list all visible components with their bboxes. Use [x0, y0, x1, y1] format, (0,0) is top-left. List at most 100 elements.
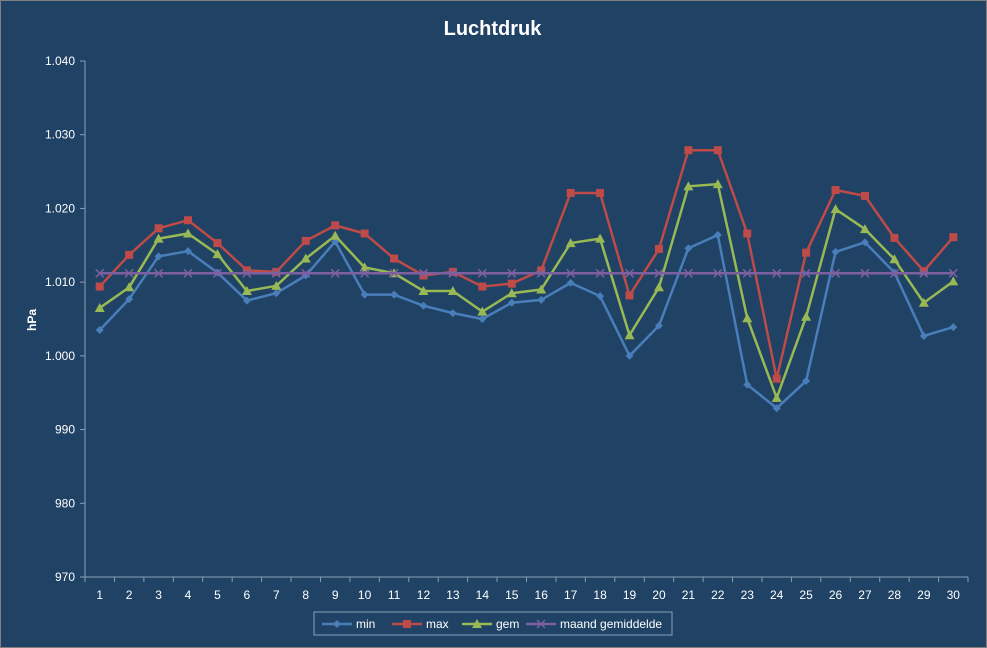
- data-point-gem: [859, 224, 870, 234]
- data-point-gem: [153, 233, 164, 243]
- data-point-gem: [241, 285, 252, 295]
- x-tick-label: 7: [273, 588, 280, 602]
- series-line-max: [98, 148, 955, 380]
- data-point-max: [713, 146, 722, 155]
- series-line-gem: [98, 182, 955, 400]
- data-point-min: [831, 247, 840, 256]
- x-tick-label: 20: [652, 588, 666, 602]
- x-marker-stroke: [536, 268, 546, 278]
- x-tick-label: 22: [711, 588, 725, 602]
- x-tick-label: 30: [947, 588, 961, 602]
- x-marker-stroke: [330, 268, 340, 278]
- data-point-max: [360, 229, 369, 238]
- x-marker-stroke: [948, 268, 958, 278]
- data-point-max: [331, 221, 340, 230]
- data-point-gem: [271, 280, 282, 290]
- x-tick-label: 2: [126, 588, 133, 602]
- data-point-gem: [624, 330, 635, 340]
- x-tick-label: 21: [682, 588, 696, 602]
- x-marker-stroke: [831, 268, 841, 278]
- data-point-maand-gemiddelde: [889, 268, 899, 278]
- x-marker-stroke: [566, 268, 576, 278]
- x-tick-label: 25: [799, 588, 813, 602]
- series-maand-gemiddelde: [95, 268, 958, 278]
- data-point-gem: [359, 262, 370, 272]
- legend-label: maand gemiddelde: [560, 617, 662, 631]
- data-point-min: [772, 404, 781, 413]
- data-point-maand-gemiddelde: [448, 268, 458, 278]
- x-tick-label: 13: [446, 588, 460, 602]
- data-point-gem: [918, 297, 929, 307]
- series-max: [95, 146, 958, 383]
- axes: [84, 61, 968, 578]
- x-marker-stroke: [713, 268, 723, 278]
- data-point-max: [684, 146, 693, 155]
- x-marker-stroke: [507, 268, 517, 278]
- data-point-maand-gemiddelde: [154, 268, 164, 278]
- data-point-gem: [565, 238, 576, 248]
- x-marker-stroke: [683, 268, 693, 278]
- data-point-maand-gemiddelde: [212, 268, 222, 278]
- data-point-max: [890, 233, 899, 242]
- data-point-min: [272, 289, 281, 298]
- legend: min max gem maand gemiddelde: [313, 611, 673, 636]
- data-point-maand-gemiddelde: [95, 268, 105, 278]
- x-tick-label: 6: [244, 588, 251, 602]
- legend-marker: [333, 620, 341, 628]
- data-point-min: [242, 296, 251, 305]
- data-point-min: [478, 315, 487, 323]
- x-marker-stroke: [889, 268, 899, 278]
- x-tick-label: 16: [535, 588, 549, 602]
- data-point-min: [154, 252, 163, 261]
- data-point-min: [684, 244, 693, 253]
- data-point-min: [802, 376, 811, 385]
- x-marker-stroke: [772, 268, 782, 278]
- data-point-min: [448, 309, 457, 318]
- x-marker-stroke: [242, 268, 252, 278]
- data-point-maand-gemiddelde: [742, 268, 752, 278]
- x-tick-label: 28: [888, 588, 902, 602]
- data-point-max: [743, 229, 752, 238]
- x-tick-label: 1: [96, 588, 103, 602]
- x-marker-stroke: [801, 268, 811, 278]
- data-point-maand-gemiddelde: [507, 268, 517, 278]
- legend-item-maand-gemiddelde: maand gemiddelde: [526, 617, 662, 631]
- y-tick-label: 1.040: [45, 54, 75, 68]
- data-point-max: [537, 266, 546, 275]
- data-point-max: [949, 233, 958, 242]
- data-point-max: [919, 267, 928, 276]
- x-marker-stroke: [742, 268, 752, 278]
- y-tick-label: 1.030: [45, 128, 75, 142]
- legend-marker: [403, 620, 411, 628]
- data-point-gem: [801, 311, 812, 321]
- x-marker-stroke: [154, 268, 164, 278]
- data-point-maand-gemiddelde: [242, 268, 252, 278]
- data-point-maand-gemiddelde: [860, 268, 870, 278]
- data-point-max: [831, 186, 840, 194]
- data-point-maand-gemiddelde: [948, 268, 958, 278]
- x-marker-stroke: [183, 268, 193, 278]
- series-gem: [94, 179, 959, 402]
- y-axis-label: hPa: [25, 309, 39, 331]
- x-tick-label: 8: [302, 588, 309, 602]
- data-point-maand-gemiddelde: [595, 268, 605, 278]
- x-tick-label: 26: [829, 588, 843, 602]
- legend-marker: [536, 619, 546, 629]
- data-point-gem: [477, 306, 488, 316]
- data-point-max: [802, 248, 811, 257]
- x-tick-label: 11: [388, 588, 401, 602]
- data-point-maand-gemiddelde: [683, 268, 693, 278]
- data-point-maand-gemiddelde: [919, 268, 929, 278]
- data-point-min: [860, 238, 869, 247]
- data-point-gem: [595, 233, 606, 243]
- data-point-gem: [889, 254, 900, 264]
- data-point-maand-gemiddelde: [772, 268, 782, 278]
- data-point-gem: [447, 285, 458, 295]
- x-marker-stroke: [360, 268, 370, 278]
- data-point-maand-gemiddelde: [624, 268, 635, 278]
- legend-marker: [472, 619, 482, 628]
- data-point-max: [95, 282, 104, 291]
- data-point-maand-gemiddelde: [360, 268, 370, 278]
- data-point-maand-gemiddelde: [536, 268, 546, 278]
